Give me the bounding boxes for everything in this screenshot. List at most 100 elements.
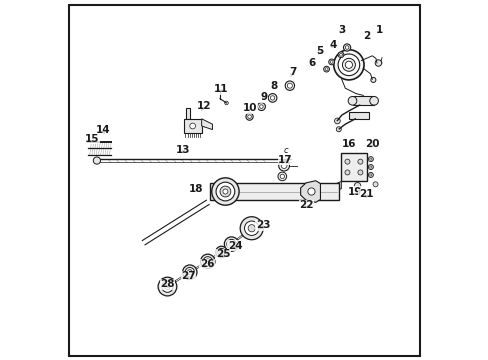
Text: 17: 17 (278, 155, 292, 165)
Text: 4: 4 (328, 40, 336, 50)
Circle shape (280, 174, 284, 179)
Text: 7: 7 (288, 67, 296, 77)
Text: 23: 23 (255, 220, 270, 230)
Text: c: c (283, 147, 287, 156)
Circle shape (323, 66, 329, 72)
Text: 16: 16 (341, 139, 355, 149)
Circle shape (244, 221, 258, 235)
Polygon shape (201, 119, 212, 130)
Circle shape (347, 96, 356, 105)
Polygon shape (328, 181, 341, 193)
Circle shape (224, 237, 238, 251)
Circle shape (367, 172, 373, 177)
Text: 27: 27 (181, 271, 195, 282)
Circle shape (278, 160, 289, 171)
Text: 20: 20 (365, 139, 379, 149)
Polygon shape (186, 108, 189, 119)
Polygon shape (300, 181, 320, 202)
Circle shape (369, 174, 371, 176)
Text: 18: 18 (189, 184, 203, 194)
Circle shape (281, 163, 286, 168)
Circle shape (228, 242, 234, 247)
Text: 10: 10 (243, 103, 257, 113)
Circle shape (247, 115, 251, 118)
Text: 1: 1 (375, 24, 382, 35)
Circle shape (245, 113, 253, 120)
Text: 11: 11 (213, 84, 227, 94)
Bar (352, 96, 373, 105)
Circle shape (259, 105, 263, 108)
Circle shape (307, 188, 314, 195)
Circle shape (200, 254, 215, 269)
Circle shape (158, 277, 177, 296)
Text: 13: 13 (176, 145, 190, 155)
Circle shape (223, 189, 227, 194)
Text: 15: 15 (84, 134, 99, 144)
Circle shape (328, 59, 334, 65)
Circle shape (268, 94, 276, 102)
Circle shape (367, 157, 373, 162)
Circle shape (357, 170, 362, 175)
Text: 9: 9 (260, 92, 266, 102)
Text: 6: 6 (308, 58, 315, 68)
Circle shape (325, 68, 327, 71)
Circle shape (370, 77, 375, 82)
Text: 3: 3 (337, 24, 345, 35)
Circle shape (333, 50, 363, 80)
Circle shape (257, 103, 265, 111)
Circle shape (287, 83, 292, 88)
Circle shape (93, 157, 101, 164)
Circle shape (224, 101, 228, 105)
Text: 24: 24 (227, 240, 242, 251)
Circle shape (247, 225, 255, 232)
Bar (210, 183, 338, 200)
Text: 2: 2 (363, 31, 370, 41)
Circle shape (226, 239, 236, 249)
Circle shape (369, 158, 371, 160)
Circle shape (164, 284, 170, 289)
Circle shape (220, 186, 230, 197)
Circle shape (342, 58, 355, 71)
Circle shape (374, 60, 381, 66)
Bar (348, 112, 368, 119)
Circle shape (369, 166, 371, 168)
Text: 22: 22 (299, 200, 313, 210)
Circle shape (336, 127, 341, 132)
Circle shape (240, 217, 263, 240)
Circle shape (329, 60, 332, 63)
Circle shape (334, 118, 340, 124)
Circle shape (185, 267, 194, 277)
Text: 12: 12 (197, 101, 211, 111)
Circle shape (205, 259, 210, 264)
Circle shape (203, 257, 212, 266)
Circle shape (216, 182, 234, 201)
Circle shape (285, 81, 294, 90)
Text: 5: 5 (315, 46, 323, 56)
Circle shape (218, 248, 224, 256)
Circle shape (277, 172, 286, 181)
Circle shape (343, 44, 350, 51)
Text: 14: 14 (96, 125, 110, 135)
Circle shape (372, 182, 377, 187)
Circle shape (189, 123, 195, 129)
Circle shape (215, 246, 227, 258)
Circle shape (219, 250, 223, 254)
Polygon shape (183, 119, 201, 133)
Circle shape (345, 46, 348, 49)
Circle shape (357, 159, 362, 164)
Circle shape (182, 265, 197, 279)
Circle shape (354, 183, 360, 189)
Circle shape (369, 96, 378, 105)
Circle shape (270, 96, 274, 100)
Circle shape (344, 170, 349, 175)
Circle shape (187, 270, 192, 275)
Text: 21: 21 (358, 189, 373, 199)
Text: 8: 8 (270, 81, 278, 91)
Circle shape (345, 61, 352, 68)
Circle shape (337, 54, 359, 76)
Circle shape (344, 159, 349, 164)
Circle shape (211, 178, 239, 205)
Bar (341, 153, 366, 181)
Text: 28: 28 (160, 279, 174, 289)
Text: 26: 26 (200, 259, 214, 269)
